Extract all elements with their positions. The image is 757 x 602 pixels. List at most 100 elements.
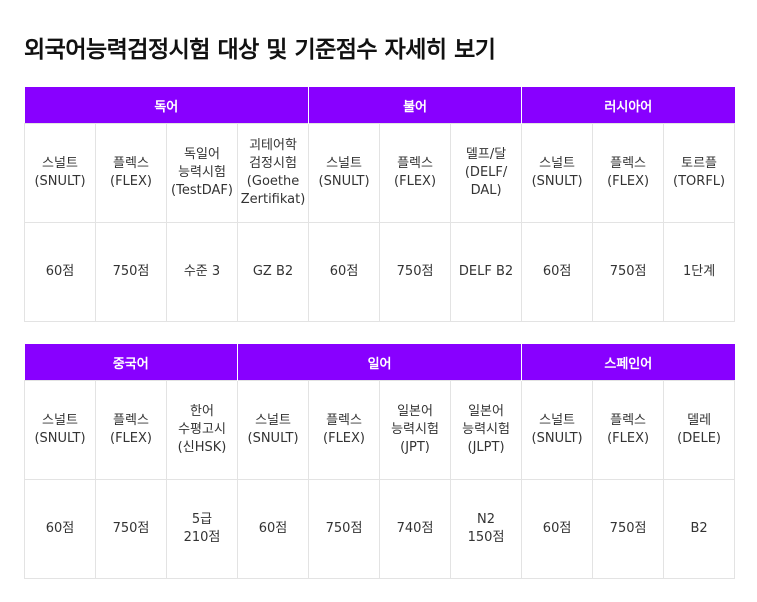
exam-name-text: 괴테어학 <box>249 138 297 153</box>
required-score-text: 740점 <box>396 521 434 536</box>
exam-name-text: 플렉스 <box>610 156 647 171</box>
required-score-text: GZ B2 <box>252 264 294 279</box>
exam-name-cell: 독일어 능력시험 (TestDAF) <box>166 123 238 223</box>
language-group-header-row: 독어 불어 러시아어 <box>24 87 735 124</box>
required-score-text: 750점 <box>112 521 150 536</box>
exam-name-cell: 스널트 (SNULT) <box>24 123 96 223</box>
exam-name-cell: 플렉스 (FLEX) <box>379 123 452 223</box>
exam-name-text: 스널트 <box>42 413 78 428</box>
exam-name-text: (TORFL) <box>673 174 726 189</box>
exam-name-cell: 플렉스 (FLEX) <box>308 380 381 480</box>
required-score-cell: 60점 <box>24 222 96 322</box>
required-score-cell: GZ B2 <box>236 222 310 322</box>
exam-name-text: (SNULT) <box>531 431 583 446</box>
exam-name-text: (FLEX) <box>607 174 650 189</box>
exam-name-cell: 플렉스 (FLEX) <box>95 380 167 480</box>
exam-name-text: 플렉스 <box>610 413 646 428</box>
exam-name-text: 토르플 <box>681 156 718 171</box>
exam-name-text: 스널트 <box>539 413 575 428</box>
required-score-text: 5급 <box>191 512 213 527</box>
required-score-text: 수준 3 <box>183 264 221 279</box>
required-score-text: 750점 <box>112 264 150 279</box>
required-score-text: 750점 <box>609 264 647 279</box>
exam-name-text: (Goethe <box>246 174 300 189</box>
exam-name-text: (SNULT) <box>318 174 370 189</box>
exam-name-text: (SNULT) <box>34 431 86 446</box>
exam-name-text: (FLEX) <box>607 431 650 446</box>
exam-name-text: 일본어 <box>468 404 504 419</box>
exam-name-cell: 스널트 (SNULT) <box>521 123 594 223</box>
exam-name-text: 일본어 <box>397 404 433 419</box>
exam-name-cell: 괴테어학 검정시험 (Goethe Zertifikat) <box>236 123 310 223</box>
exam-name-text: 스널트 <box>326 156 362 171</box>
required-score-text: B2 <box>690 521 708 536</box>
exam-name-text: (SNULT) <box>34 174 86 189</box>
exam-name-text: (SNULT) <box>531 174 583 189</box>
exam-name-cell: 스널트 (SNULT) <box>24 380 96 480</box>
exam-name-text: (FLEX) <box>323 431 365 446</box>
required-score-cell: 60점 <box>308 222 381 322</box>
exam-name-text: DAL) <box>470 183 502 198</box>
required-score-row: 60점 750점 수준 3 GZ B2 60점 750점 DELF B2 60점 750점 1단계 <box>24 222 736 322</box>
exam-name-cell: 스널트 (SNULT) <box>308 123 381 223</box>
required-score-cell: 1단계 <box>663 222 736 322</box>
language-score-table-1: 독어 불어 러시아어 스널트 (SNULT) 플렉스 (FLEX) 독일어 능력시험 (Test… <box>24 87 736 322</box>
exam-name-text: 스널트 <box>255 413 291 428</box>
required-score-text: 60점 <box>542 521 572 536</box>
required-score-row: 60점 750점 5급 210점 60점 750점 740점 N2 150점 60점 750점 B2 <box>24 479 736 579</box>
exam-name-text: 독일어 <box>184 147 220 162</box>
required-score-cell: N2 150점 <box>450 479 523 579</box>
required-score-cell: 60점 <box>24 479 96 579</box>
exam-name-text: 능력시험 <box>391 422 439 437</box>
exam-name-text: (JPT) <box>400 440 430 455</box>
exam-name-text: 플렉스 <box>397 156 433 171</box>
language-group-header-row: 중국어 일어 스페인어 <box>24 344 735 381</box>
exam-name-text: 플렉스 <box>326 413 362 428</box>
exam-name-cell: 플렉스 (FLEX) <box>95 123 167 223</box>
exam-name-text: 능력시험 <box>462 422 510 437</box>
required-score-text: 210점 <box>183 530 221 545</box>
required-score-cell: 60점 <box>521 222 594 322</box>
exam-name-text: 스널트 <box>42 156 78 171</box>
exam-name-text: 검정시험 <box>249 156 297 171</box>
exam-name-text: (TestDAF) <box>171 183 233 198</box>
exam-name-cell: 플렉스 (FLEX) <box>592 380 665 480</box>
required-score-cell: 750점 <box>592 479 665 579</box>
required-score-text: 60점 <box>45 264 75 279</box>
required-score-text: 750점 <box>609 521 647 536</box>
required-score-text: 60점 <box>329 264 359 279</box>
exam-name-text: (FLEX) <box>110 431 152 446</box>
required-score-cell: 60점 <box>521 479 594 579</box>
exam-name-cell: 플렉스 (FLEX) <box>592 123 665 223</box>
exam-name-cell: 스널트 (SNULT) <box>521 380 594 480</box>
required-score-text: N2 <box>477 512 496 527</box>
required-score-text: 750점 <box>396 264 434 279</box>
required-score-cell: 750점 <box>379 222 452 322</box>
language-group-header: 일어 <box>237 344 522 381</box>
required-score-text: 60점 <box>542 264 572 279</box>
page-title: 외국어능력검정시험 대상 및 기준점수 자세히 보기 <box>24 37 496 63</box>
exam-name-text: 스널트 <box>539 156 576 171</box>
exam-name-text: (신HSK) <box>177 440 227 455</box>
required-score-cell: 750점 <box>95 222 167 322</box>
required-score-text: 60점 <box>45 521 75 536</box>
language-group-header: 중국어 <box>24 344 238 381</box>
exam-name-text: (DELF/ <box>464 165 508 180</box>
exam-name-text: 한어 <box>190 404 214 419</box>
exam-name-text: 수평고시 <box>178 422 226 437</box>
required-score-text: DELF B2 <box>458 264 514 279</box>
exam-name-text: (FLEX) <box>110 174 152 189</box>
exam-name-text: (SNULT) <box>247 431 299 446</box>
exam-name-row: 스널트 (SNULT) 플렉스 (FLEX) 한어 수평고시 (신HSK) 스널트 (SNULT… <box>24 380 736 480</box>
required-score-text: 60점 <box>258 521 288 536</box>
exam-name-cell: 스널트 (SNULT) <box>237 380 310 480</box>
required-score-cell: DELF B2 <box>450 222 523 322</box>
required-score-cell: 750점 <box>95 479 167 579</box>
exam-name-cell: 델레 (DELE) <box>663 380 736 480</box>
required-score-cell: 750점 <box>592 222 665 322</box>
exam-name-text: (JLPT) <box>467 440 505 455</box>
